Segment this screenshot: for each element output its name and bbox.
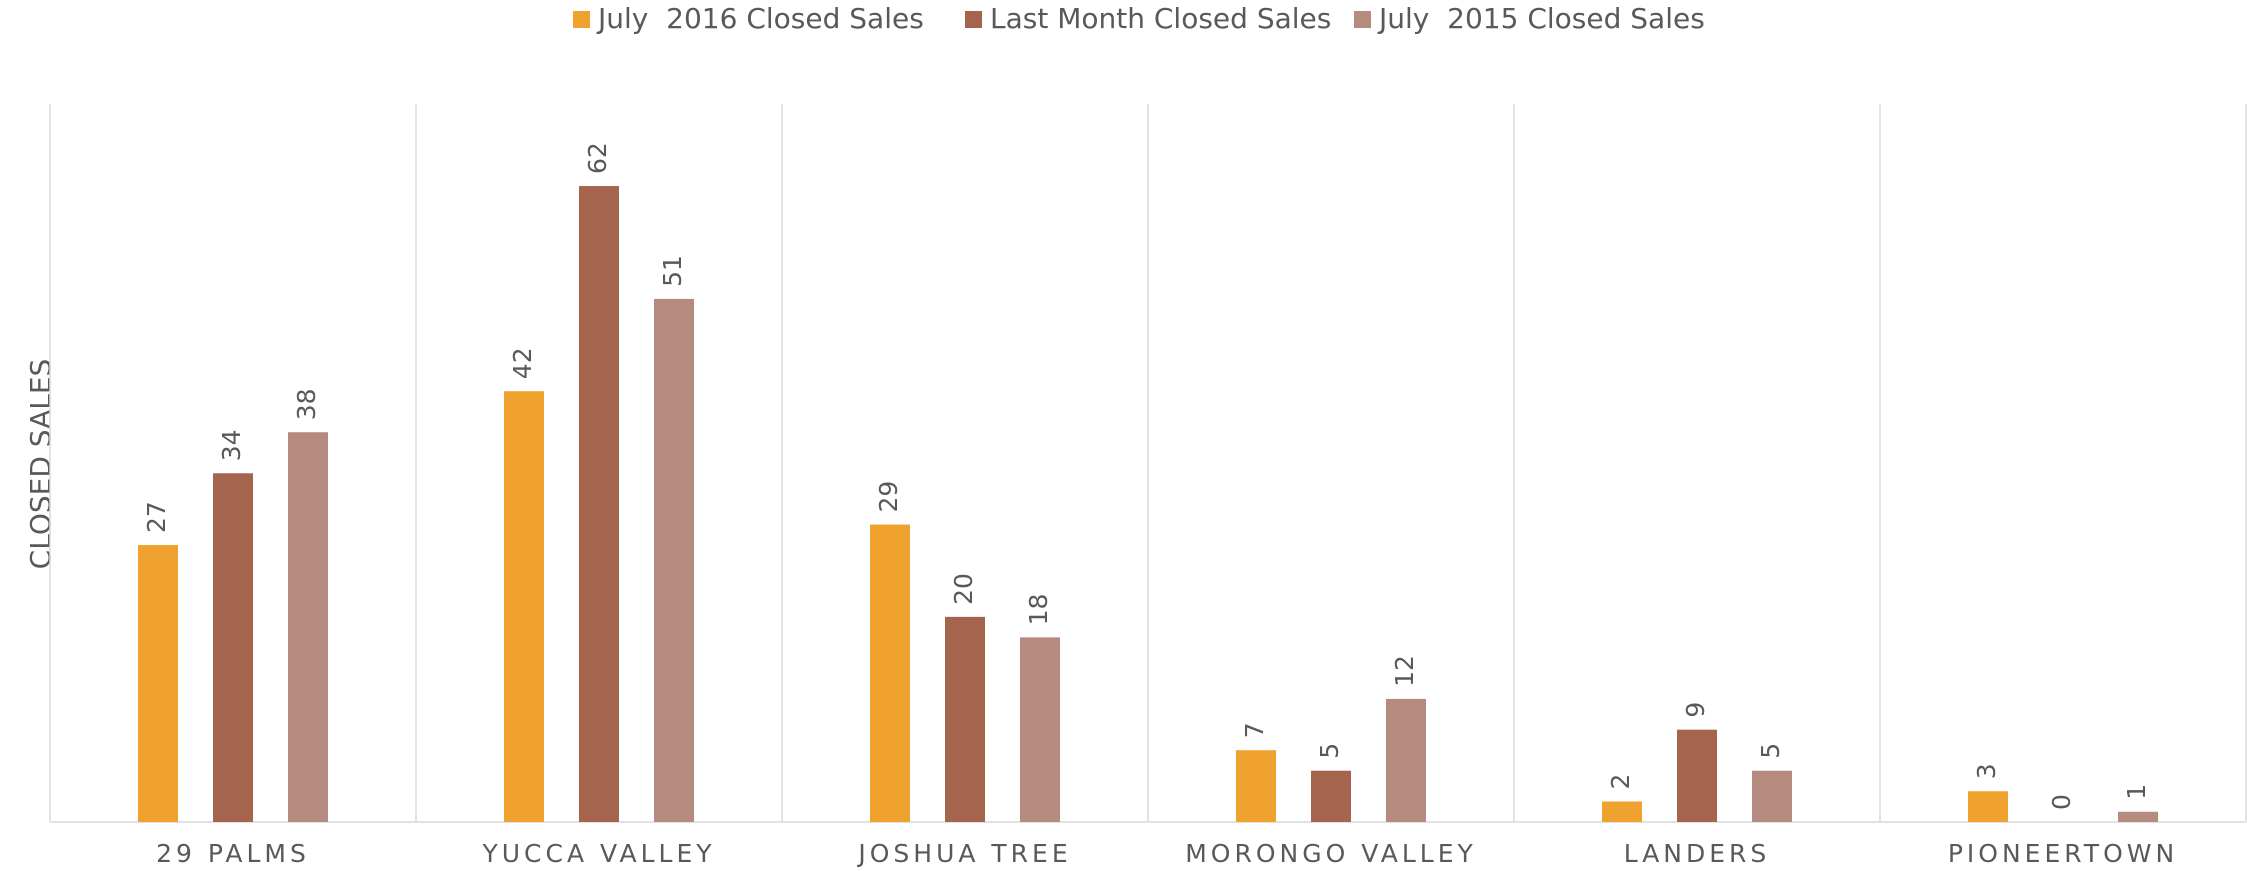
data-label: 42 <box>508 347 537 379</box>
bar <box>1386 698 1426 822</box>
legend-swatch <box>965 11 982 28</box>
data-label: 9 <box>1681 702 1710 718</box>
y-axis-label: CLOSED SALES <box>24 359 57 570</box>
bar <box>870 524 910 822</box>
x-tick-label: YUCCA VALLEY <box>481 839 715 868</box>
data-label: 3 <box>1972 763 2001 779</box>
bar <box>1677 729 1717 822</box>
data-label: 29 <box>874 481 903 513</box>
bar <box>1752 770 1792 822</box>
bar <box>945 616 985 822</box>
data-label: 62 <box>583 142 612 174</box>
data-label: 27 <box>142 501 171 533</box>
bar <box>1236 750 1276 822</box>
data-label: 1 <box>2122 784 2151 800</box>
data-label: 5 <box>1315 743 1344 759</box>
bar <box>504 391 544 822</box>
x-tick-label: 29 PALMS <box>156 839 310 868</box>
bar <box>288 432 328 822</box>
data-label: 12 <box>1390 655 1419 687</box>
legend-swatch <box>573 11 590 28</box>
bar <box>579 186 619 823</box>
bar <box>213 473 253 822</box>
x-tick-label: PIONEERTOWN <box>1948 839 2178 868</box>
data-label: 5 <box>1756 743 1785 759</box>
data-label: 34 <box>217 429 246 461</box>
bar <box>2118 811 2158 822</box>
bar <box>1311 770 1351 822</box>
data-label: 20 <box>949 573 978 605</box>
x-tick-label: MORONGO VALLEY <box>1185 839 1477 868</box>
legend-label: July 2015 Closed Sales <box>1377 2 1705 35</box>
bar <box>654 298 694 822</box>
x-tick-label: LANDERS <box>1624 839 1771 868</box>
data-label: 0 <box>2047 794 2076 810</box>
legend-label: July 2016 Closed Sales <box>596 2 924 35</box>
data-label: 7 <box>1240 722 1269 738</box>
bar <box>1968 791 2008 822</box>
legend-label: Last Month Closed Sales <box>990 2 1331 35</box>
legend-swatch <box>1354 11 1371 28</box>
bar <box>1602 801 1642 822</box>
data-label: 51 <box>658 255 687 287</box>
data-label: 38 <box>292 388 321 420</box>
data-label: 18 <box>1024 594 1053 626</box>
bar <box>138 545 178 822</box>
bar <box>1020 637 1060 822</box>
x-tick-label: JOSHUA TREE <box>856 839 1071 868</box>
data-label: 2 <box>1606 774 1635 790</box>
